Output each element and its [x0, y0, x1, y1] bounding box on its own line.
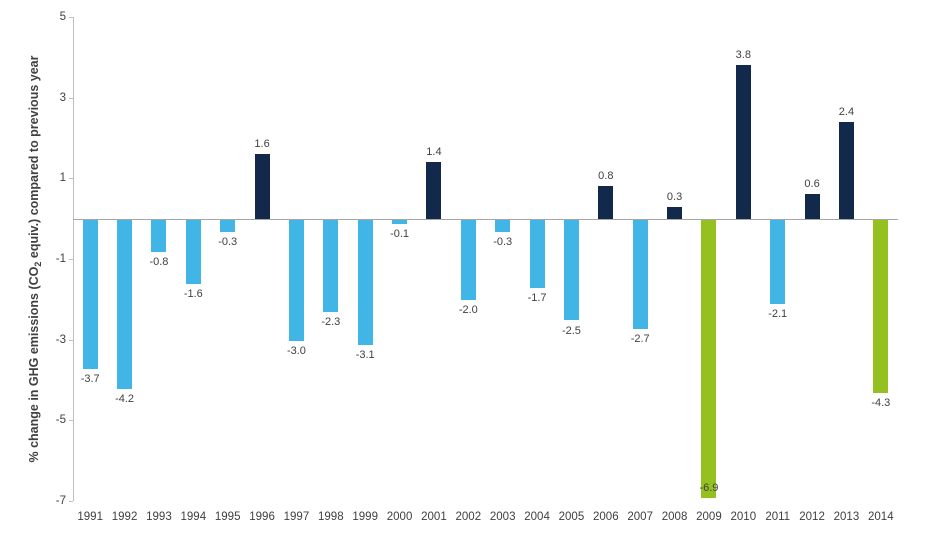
value-label-1991: -3.7 [80, 372, 100, 385]
bar-1995 [220, 219, 236, 232]
x-axis-label-1993: 1993 [146, 511, 172, 523]
y-tick-mark--7 [69, 501, 73, 502]
value-label-1997: -3.0 [286, 344, 306, 357]
x-axis-label-2007: 2007 [627, 511, 653, 523]
bar-2001 [426, 162, 442, 219]
bar-2010 [735, 65, 751, 219]
bar-2003 [495, 219, 511, 232]
bar-2006 [598, 186, 614, 219]
x-axis-label-2002: 2002 [455, 511, 482, 523]
x-axis-label-1992: 1992 [111, 511, 138, 523]
x-axis-label-1994: 1994 [180, 511, 207, 523]
x-axis-label-2004: 2004 [524, 511, 550, 523]
value-label-2005: -2.5 [561, 324, 581, 337]
bar-1997 [288, 219, 304, 341]
x-axis-label-2011: 2011 [765, 511, 791, 523]
plot-area: -3.7 -4.2 -0.8 -1.6 -0.3 1.6 -3.0 -2.3 -3.1 -0.1 1… [73, 17, 898, 501]
x-axis-label-1995: 1995 [214, 511, 241, 523]
value-label-2014: -4.3 [871, 397, 891, 410]
value-label-1996: 1.6 [254, 138, 270, 151]
bar-2002 [460, 219, 476, 301]
value-label-1993: -0.8 [149, 255, 169, 268]
x-axis-label-2003: 2003 [489, 511, 516, 523]
y-tick-label-5: 5 [59, 11, 66, 23]
y-tick-mark--5 [69, 420, 73, 422]
x-axis-label-2010: 2010 [730, 511, 757, 523]
value-label-2002: -2.0 [458, 304, 478, 317]
y-tick-label--1: -1 [55, 253, 66, 265]
x-axis-label-2001: 2001 [421, 511, 447, 523]
x-axis-label-1998: 1998 [318, 511, 344, 523]
x-axis-label-2008: 2008 [661, 511, 688, 523]
value-label-2004: -1.7 [527, 292, 547, 305]
value-label-2010: 3.8 [735, 49, 751, 62]
value-label-2006: 0.8 [598, 170, 614, 183]
value-label-2012: 0.6 [804, 178, 820, 191]
value-label-2011: -2.1 [768, 308, 788, 321]
bar-2000 [392, 219, 408, 224]
bar-1991 [82, 219, 98, 369]
bar-1998 [323, 219, 339, 313]
value-label-1998: -2.3 [321, 316, 341, 329]
bar-1993 [151, 219, 167, 252]
y-tick-mark--3 [69, 339, 73, 341]
bar-1999 [357, 219, 373, 345]
x-axis-label-2013: 2013 [833, 511, 860, 523]
value-label-2001: 1.4 [426, 146, 442, 159]
bar-2013 [838, 121, 854, 219]
bar-2011 [770, 219, 786, 305]
bar-1992 [117, 219, 133, 390]
x-axis-label-2012: 2012 [799, 511, 825, 523]
y-tick-mark-3 [69, 97, 73, 99]
x-axis-label-2014: 2014 [868, 511, 894, 523]
bar-2005 [563, 219, 579, 321]
y-tick-label-1: 1 [59, 172, 66, 185]
x-axis-label-2005: 2005 [558, 511, 585, 523]
x-axis-label-2006: 2006 [593, 511, 619, 523]
value-label-2007: -2.7 [630, 332, 650, 345]
value-label-1995: -0.3 [218, 235, 238, 248]
x-axis-label-1996: 1996 [249, 511, 275, 523]
y-tick-label--3: -3 [55, 333, 66, 346]
x-axis-label-1991: 1991 [77, 511, 103, 523]
value-label-2008: 0.3 [666, 190, 683, 203]
bar-1996 [254, 154, 270, 219]
bar-2009 [701, 219, 717, 498]
bar-1994 [185, 219, 201, 285]
y-tick-label--7: -7 [55, 495, 66, 507]
x-axis-label-1999: 1999 [352, 511, 378, 523]
bar-2014 [873, 219, 889, 394]
bar-2007 [632, 219, 648, 329]
y-tick-label--5: -5 [55, 414, 66, 427]
value-label-2013: 2.4 [838, 105, 855, 118]
y-tick-mark-1 [69, 178, 73, 180]
y-tick-mark--1 [69, 259, 73, 260]
zero-baseline [73, 218, 898, 220]
y-axis-line [73, 17, 74, 501]
value-label-2000: -0.1 [390, 227, 410, 240]
bar-2008 [667, 206, 683, 219]
x-axis-label-2009: 2009 [696, 511, 722, 523]
bar-2004 [529, 219, 545, 289]
x-axis-label-1997: 1997 [283, 511, 310, 523]
y-tick-mark-5 [69, 17, 73, 18]
value-label-1992: -4.2 [115, 393, 135, 406]
y-axis-title-suffix: equiv.) compared to previous year [27, 55, 41, 262]
value-label-2009: -6.9 [699, 481, 719, 494]
y-axis-title-prefix: % change in GHG emissions (CO [27, 266, 41, 463]
value-label-1994: -1.6 [183, 288, 203, 301]
value-label-2003: -0.3 [493, 235, 513, 248]
bar-2012 [804, 194, 820, 219]
x-axis-label-2000: 2000 [386, 511, 413, 523]
y-tick-label-3: 3 [59, 91, 66, 104]
value-label-1999: -3.1 [355, 348, 375, 361]
